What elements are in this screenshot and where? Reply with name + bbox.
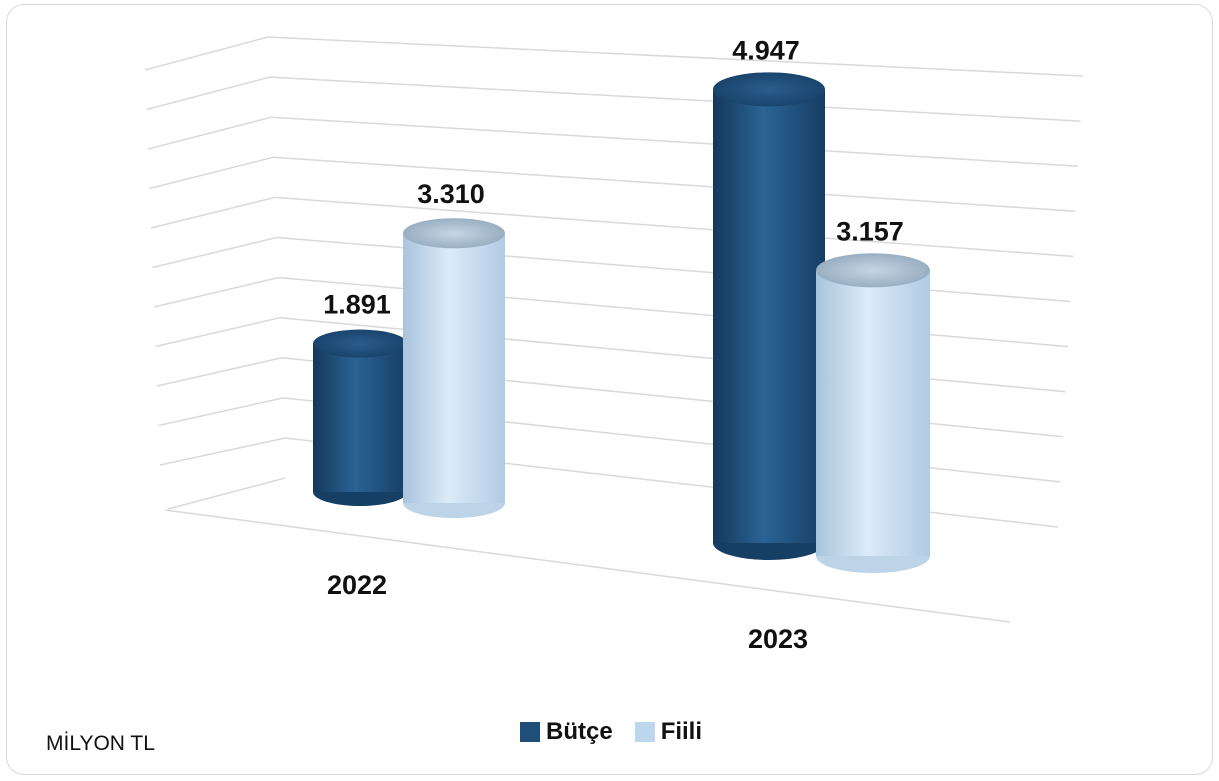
gridline [146, 76, 1081, 122]
gridlines [144, 36, 1084, 623]
gridline [144, 36, 1084, 77]
value-label-fiili-2023: 3.157 [836, 216, 904, 246]
legend-item-butce: Bütçe [520, 718, 613, 746]
bar-bütçe-2023 [713, 72, 825, 560]
bar-fiili-2022 [403, 218, 505, 518]
floor-edge-front [164, 509, 1011, 623]
value-label-fiili-2022: 3.310 [417, 179, 485, 209]
legend-label-butce: Bütçe [546, 718, 613, 745]
legend: Bütçe Fiili [520, 718, 724, 746]
category-labels: 2022 2023 [327, 570, 808, 654]
legend-item-fiili: Fiili [634, 718, 703, 746]
gridline [149, 156, 1076, 213]
gridline [153, 276, 1069, 348]
legend-swatch-butce [520, 722, 540, 742]
bars [313, 72, 930, 573]
bar-fiili-2023 [816, 253, 930, 573]
gridline [150, 196, 1074, 258]
data-labels: 1.891 3.310 4.947 3.157 [323, 35, 904, 319]
category-label-2022: 2022 [327, 570, 387, 600]
gridline [152, 236, 1071, 303]
bar-bütçe-2022 [313, 329, 407, 506]
chart-frame [6, 4, 1213, 775]
floor-edge-left [167, 477, 286, 510]
category-label-2023: 2023 [748, 624, 808, 654]
legend-label-fiili: Fiili [660, 718, 703, 745]
value-label-bütçe-2023: 4.947 [732, 35, 800, 65]
unit-label: MİLYON TL [46, 732, 155, 755]
value-label-bütçe-2022: 1.891 [323, 290, 391, 320]
legend-swatch-fiili [634, 722, 655, 742]
